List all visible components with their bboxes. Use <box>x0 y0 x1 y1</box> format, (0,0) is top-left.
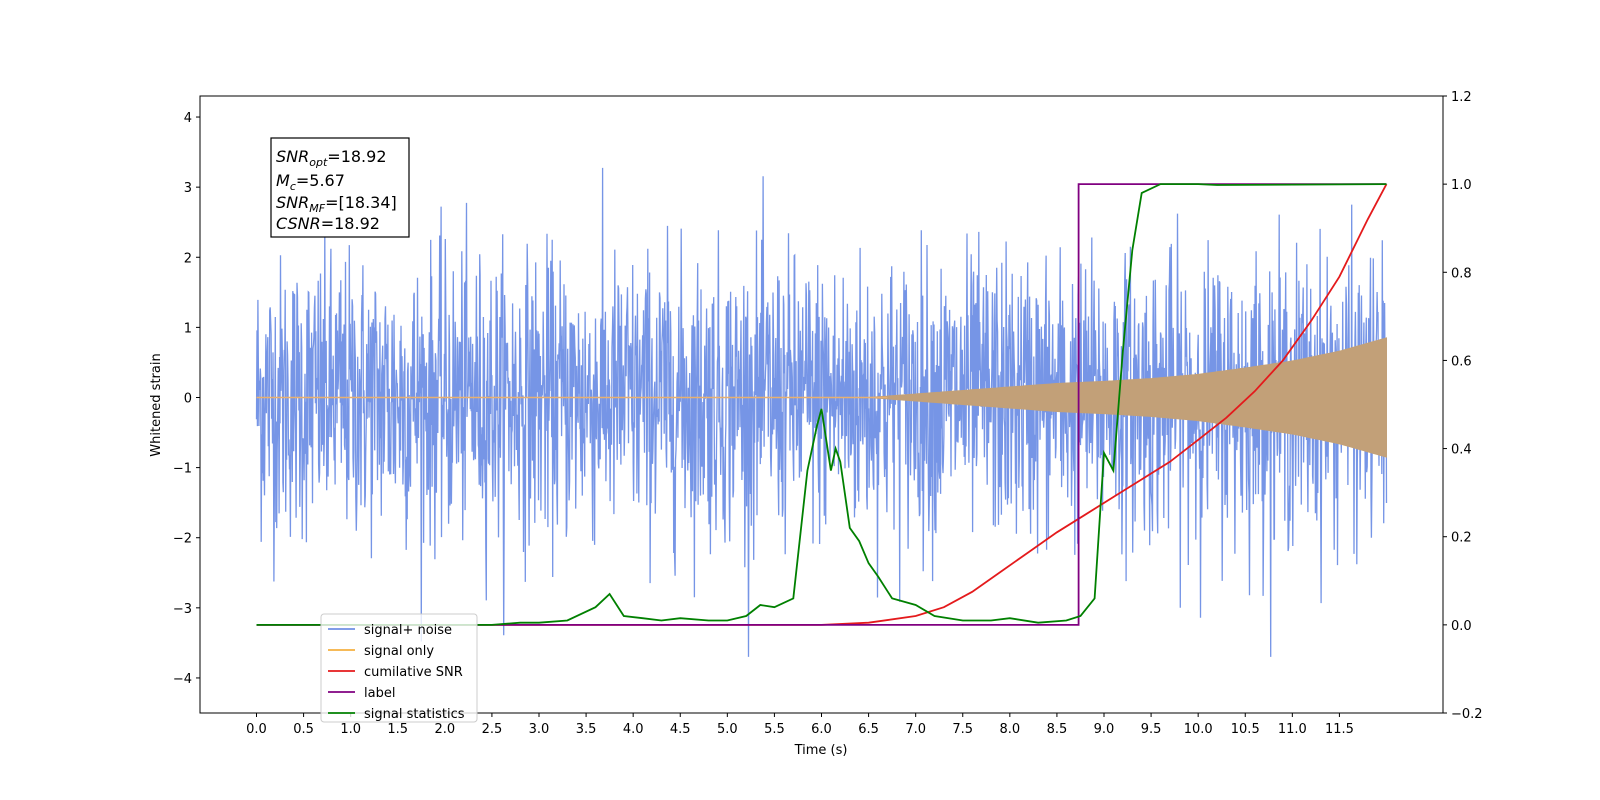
legend-label: signal statistics <box>364 707 465 722</box>
y-tick-label: −3 <box>173 602 192 617</box>
y-tick-label: 0 <box>184 391 192 406</box>
info-chirp-mass: Mc=5.67 <box>276 171 345 193</box>
x-tick-label: 8.0 <box>999 722 1020 737</box>
x-tick-label: 3.0 <box>529 722 550 737</box>
x-tick-label: 7.0 <box>905 722 926 737</box>
series-cumulative-snr <box>256 183 1388 626</box>
x-tick-label: 4.0 <box>623 722 644 737</box>
x-tick-label: 5.5 <box>764 722 785 737</box>
legend-label: cumilative SNR <box>364 665 463 680</box>
x-tick-label: 2.5 <box>482 722 503 737</box>
legend: signal+ noise signal only cumilative SNR la… <box>320 613 478 723</box>
plot-area <box>255 167 1388 657</box>
x-tick-label: 4.5 <box>670 722 691 737</box>
y2-tick-label: 1.2 <box>1451 90 1472 105</box>
info-snr-mf: SNRMF=[18.34] <box>276 193 397 215</box>
y-tick-label: 4 <box>184 111 192 126</box>
x-tick-label: 0.0 <box>246 722 267 737</box>
x-tick-label: 9.5 <box>1141 722 1162 737</box>
x-axis: 0.0 0.5 1.0 1.5 2.0 2.5 3.0 3.5 4.0 4.5 5.0 5.5 6.0 6… <box>246 713 1354 737</box>
x-tick-label: 11.0 <box>1278 722 1307 737</box>
x-tick-label: 1.0 <box>340 722 361 737</box>
y2-tick-label: 0.0 <box>1451 619 1472 634</box>
x-tick-label: 2.0 <box>434 722 455 737</box>
x-tick-label: 9.0 <box>1094 722 1115 737</box>
x-tick-label: 7.5 <box>952 722 973 737</box>
series-signal-noise <box>255 167 1388 657</box>
y2-tick-label: 0.2 <box>1451 531 1472 546</box>
x-tick-label: 3.5 <box>576 722 597 737</box>
y-tick-label: −4 <box>173 672 192 687</box>
y-tick-label: 1 <box>184 321 192 336</box>
info-snr-opt: SNRopt=18.92 <box>276 147 387 169</box>
x-tick-label: 8.5 <box>1047 722 1068 737</box>
y-tick-label: 3 <box>184 181 192 196</box>
legend-label: signal only <box>364 644 434 659</box>
info-csnr: CSNR=18.92 <box>276 214 380 233</box>
x-tick-label: 11.5 <box>1325 722 1354 737</box>
y-tick-label: 2 <box>184 251 192 266</box>
x-tick-label: 10.5 <box>1231 722 1260 737</box>
y2-tick-label: 0.8 <box>1451 266 1472 281</box>
series-signal-statistics <box>256 183 1387 626</box>
info-box-frame <box>270 137 410 238</box>
legend-label: label <box>364 686 395 701</box>
y-axis-label: Whitened strain <box>149 353 164 456</box>
legend-entries: signal+ noise signal only cumilative SNR la… <box>328 623 465 722</box>
y2-tick-label: 0.4 <box>1451 443 1472 458</box>
x-tick-label: 1.5 <box>387 722 408 737</box>
x-tick-label: 10.0 <box>1184 722 1213 737</box>
y-axis-right: 1.2 1.0 0.8 0.6 0.4 0.2 0.0 −0.2 <box>1443 90 1483 722</box>
y-tick-label: −2 <box>173 532 192 547</box>
legend-label: signal+ noise <box>364 623 452 638</box>
y2-tick-label: 1.0 <box>1451 178 1472 193</box>
x-tick-label: 5.0 <box>717 722 738 737</box>
y-axis-left: 4 3 2 1 0 −1 −2 −3 −4 <box>173 111 200 687</box>
legend-frame <box>320 613 478 723</box>
info-box: SNRopt=18.92 Mc=5.67 SNRMF=[18.34] CSNR=… <box>270 137 410 238</box>
x-tick-label: 6.5 <box>858 722 879 737</box>
x-tick-label: 6.0 <box>811 722 832 737</box>
y2-tick-label: 0.6 <box>1451 354 1472 369</box>
y2-tick-label: −0.2 <box>1451 707 1483 722</box>
x-tick-label: 0.5 <box>293 722 314 737</box>
x-axis-label: Time (s) <box>794 743 848 758</box>
y-tick-label: −1 <box>173 462 192 477</box>
